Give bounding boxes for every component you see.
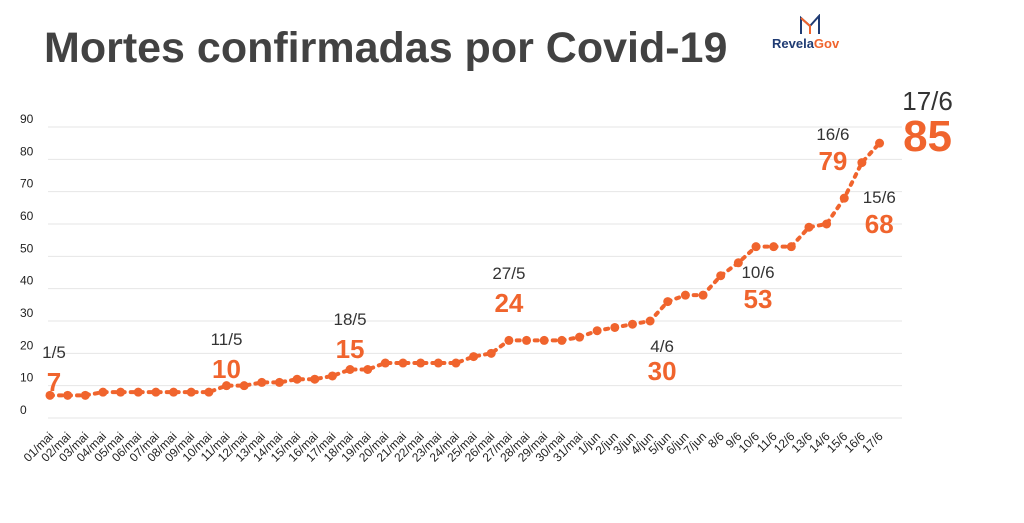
y-tick-label: 80 (20, 144, 34, 158)
data-point (504, 335, 514, 345)
y-tick-label: 20 (20, 338, 34, 352)
logo-text: RevelaGov (772, 36, 839, 51)
revelagov-logo: RevelaGov (772, 14, 852, 56)
data-point (257, 377, 267, 387)
data-point (698, 290, 708, 300)
data-point (627, 319, 637, 329)
y-tick-label: 0 (20, 403, 27, 417)
annotation-date-label: 18/5 (334, 310, 367, 329)
data-point (557, 335, 567, 345)
data-point (222, 381, 231, 391)
data-point (663, 297, 673, 307)
annotation-date-label: 11/5 (211, 330, 243, 349)
data-point (363, 365, 373, 374)
data-point (751, 242, 761, 252)
data-point (592, 326, 602, 336)
data-point (98, 387, 108, 397)
annotation-date-label: 15/6 (863, 188, 896, 207)
data-point (433, 358, 443, 368)
data-point (169, 387, 179, 397)
data-point (45, 390, 55, 400)
data-point (645, 316, 655, 326)
annotation-date-label: 1/5 (42, 343, 66, 362)
data-point (186, 387, 196, 397)
data-point (133, 387, 143, 397)
data-point (610, 322, 620, 332)
annotation-value-label: 7 (47, 367, 61, 397)
chart-title: Mortes confirmadas por Covid-19 (44, 24, 728, 72)
data-point (327, 371, 337, 381)
data-point (204, 387, 214, 397)
data-point (575, 332, 584, 342)
annotation-date-label: 27/5 (492, 264, 525, 283)
annotation-value-label: 15 (336, 334, 365, 364)
annotation-value-label: 68 (865, 209, 894, 239)
annotation-value-label: 53 (744, 284, 773, 314)
data-point (522, 335, 532, 345)
annotation-value-label: 10 (212, 354, 241, 384)
data-point (63, 390, 73, 400)
data-point (380, 358, 390, 368)
data-point (680, 290, 690, 300)
data-point (857, 158, 867, 168)
data-point (716, 271, 726, 281)
data-point (292, 374, 302, 384)
data-point (310, 374, 320, 384)
data-point (539, 335, 549, 345)
annotation-value-label: 24 (494, 288, 523, 318)
data-point (239, 381, 249, 391)
y-tick-label: 50 (20, 241, 34, 255)
data-point (769, 242, 779, 252)
data-point (875, 138, 885, 148)
annotation-date-label: 16/6 (816, 125, 849, 144)
data-point (786, 242, 796, 252)
annotation-date-label: 10/6 (741, 263, 774, 282)
data-point (839, 193, 849, 203)
y-tick-label: 30 (20, 306, 34, 320)
data-point (469, 352, 479, 362)
data-point (151, 387, 161, 397)
data-point (398, 358, 408, 368)
data-point (822, 219, 832, 229)
data-point (416, 358, 426, 368)
data-point (486, 348, 496, 358)
annotation-value-label: 30 (648, 356, 677, 386)
x-tick-label: 17/6 (859, 429, 886, 456)
data-point (274, 377, 284, 387)
y-tick-label: 70 (20, 177, 34, 191)
y-tick-label: 40 (20, 274, 34, 288)
annotation-value-label: 79 (818, 146, 847, 176)
data-point (345, 365, 355, 374)
data-point (804, 222, 814, 232)
annotation-date-label: 4/6 (650, 337, 674, 356)
logo-text-gov: Gov (813, 36, 840, 51)
annotation-value-label: 85 (903, 112, 952, 161)
data-point (451, 358, 461, 368)
data-point (116, 387, 126, 397)
data-point (80, 390, 90, 400)
y-tick-label: 60 (20, 209, 34, 223)
y-tick-label: 10 (20, 371, 34, 385)
logo-mark-icon (800, 14, 820, 34)
annotation-date-label: 17/6 (902, 86, 953, 116)
data-point (733, 258, 743, 268)
y-tick-label: 90 (20, 112, 34, 126)
logo-text-revela: Revela (772, 36, 814, 51)
